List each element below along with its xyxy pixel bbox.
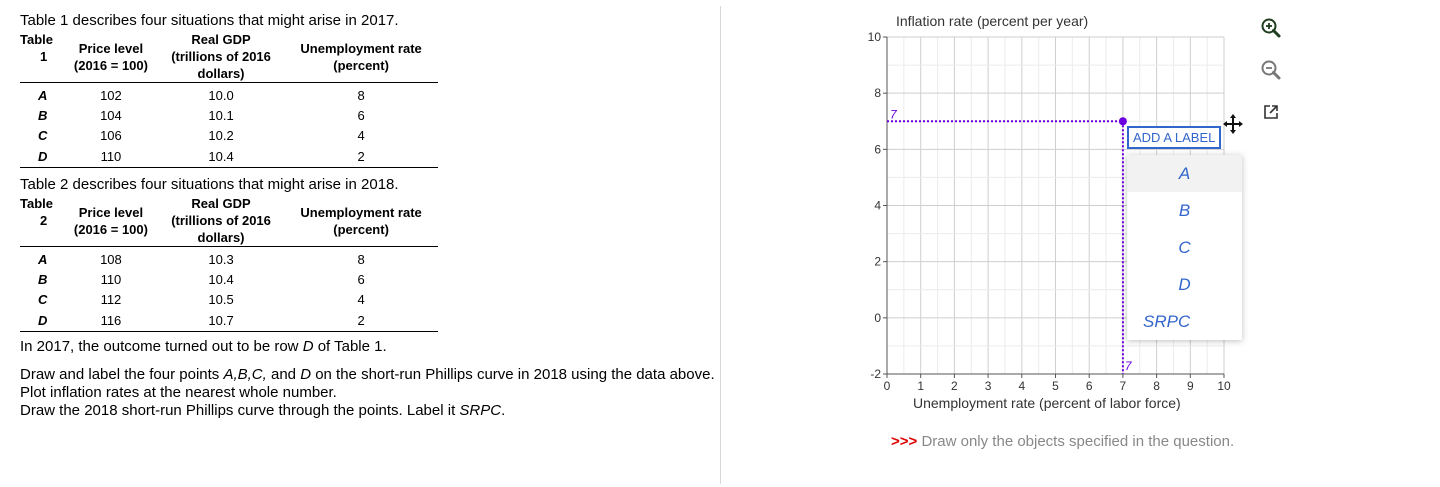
table-row: A 108 10.3 8 — [38, 251, 365, 267]
y-tick-label: 8 — [874, 86, 881, 100]
zoom-in-button[interactable] — [1257, 14, 1285, 42]
move-icon[interactable] — [1222, 113, 1244, 135]
x-tick-label: 3 — [985, 379, 992, 393]
table-row: D 116 10.7 2 — [20, 309, 438, 332]
label-option-b[interactable]: B — [1178, 200, 1191, 220]
x-tick-label: 4 — [1018, 379, 1025, 393]
x-tick-label: 5 — [1052, 379, 1059, 393]
label-option-d[interactable]: D — [1178, 274, 1191, 294]
y-tick-label: 2 — [874, 255, 881, 269]
unemployment-header: Unemployment rate (percent) — [284, 31, 438, 83]
table-row: C 112 10.5 4 — [38, 291, 365, 307]
hint-text: >>> Draw only the objects specified in t… — [891, 433, 1235, 450]
gdp-header: Real GDP (trillions of 2016 dollars) — [157, 195, 285, 247]
x-tick-label: 9 — [1187, 379, 1194, 393]
table2: Table 2 Price level (2016 = 100) Real GD… — [20, 195, 438, 332]
table-row: B 110 10.4 6 — [38, 271, 365, 287]
table1: Table 1 Price level (2016 = 100) Real GD… — [20, 31, 438, 168]
y-axis-title: Inflation rate (percent per year) — [896, 13, 1089, 29]
price-header: Price level (2016 = 100) — [64, 195, 158, 247]
y-tick-label: 4 — [874, 199, 881, 213]
panel-divider — [720, 6, 721, 484]
table1-caption: Table 1 describes four situations that m… — [20, 12, 399, 29]
zoom-in-icon — [1261, 18, 1281, 38]
y-tick-label: 0 — [874, 311, 881, 325]
outcome-text: In 2017, the outcome turned out to be ro… — [20, 338, 387, 355]
label-option-srpc[interactable]: SRPC — [1143, 311, 1191, 331]
x-tick-label: 10 — [1217, 379, 1231, 393]
x-tick-label: 1 — [917, 379, 924, 393]
label-menu: ADD A LABEL A B C D SRPC — [1127, 126, 1242, 340]
table2-caption: Table 2 describes four situations that m… — [20, 176, 399, 193]
drag-point[interactable] — [1118, 117, 1127, 126]
expand-button[interactable] — [1257, 98, 1285, 126]
guide-x-label: 7 — [1125, 359, 1133, 373]
x-tick-label: 7 — [1120, 379, 1127, 393]
table-row: C 106 10.2 4 — [38, 127, 365, 143]
y-tick-label: -2 — [870, 367, 881, 381]
expand-icon — [1264, 105, 1278, 119]
table-row: A 102 10.0 8 — [38, 87, 365, 103]
x-axis-title: Unemployment rate (percent of labor forc… — [913, 395, 1181, 411]
hint-arrows: >>> — [891, 433, 918, 450]
label-dropdown: A B C D SRPC — [1127, 155, 1242, 340]
x-tick-label: 6 — [1086, 379, 1093, 393]
table-row: B 104 10.1 6 — [38, 107, 365, 123]
x-tick-label: 0 — [884, 379, 891, 393]
instruction-curve: Draw the 2018 short-run Phillips curve t… — [20, 402, 506, 419]
y-tick-labels: 10 8 6 4 2 0 -2 — [868, 30, 887, 381]
y-tick-label: 6 — [874, 142, 881, 156]
table-row: D 110 10.4 2 — [20, 145, 438, 168]
instruction-points: Draw and label the four points A,B,C, an… — [20, 366, 715, 401]
zoom-out-icon — [1261, 60, 1281, 80]
gdp-header: Real GDP (trillions of 2016 dollars) — [157, 31, 285, 83]
x-tick-label: 2 — [951, 379, 958, 393]
x-tick-label: 8 — [1153, 379, 1160, 393]
graph-area[interactable]: Inflation rate (percent per year) 0 1 2 3 4 5… — [860, 0, 1280, 420]
question-text: In 2017, the outcome turned out to be ro… — [20, 338, 720, 420]
unemployment-header: Unemployment rate (percent) — [284, 195, 438, 247]
label-option-a[interactable]: A — [1127, 155, 1242, 192]
add-label-button[interactable]: ADD A LABEL — [1127, 126, 1222, 149]
table1-label: Table 1 — [20, 31, 64, 83]
label-option-c[interactable]: C — [1178, 237, 1191, 257]
zoom-out-button[interactable] — [1257, 56, 1285, 84]
table2-label: Table 2 — [20, 195, 64, 247]
x-tick-labels: 0 1 2 3 4 5 6 7 8 9 10 — [884, 374, 1231, 393]
guide-y-label: 7 — [890, 107, 898, 121]
price-header: Price level (2016 = 100) — [64, 31, 158, 83]
question-panel: Table 1 describes four situations that m… — [20, 12, 720, 420]
y-tick-label: 10 — [868, 30, 882, 44]
